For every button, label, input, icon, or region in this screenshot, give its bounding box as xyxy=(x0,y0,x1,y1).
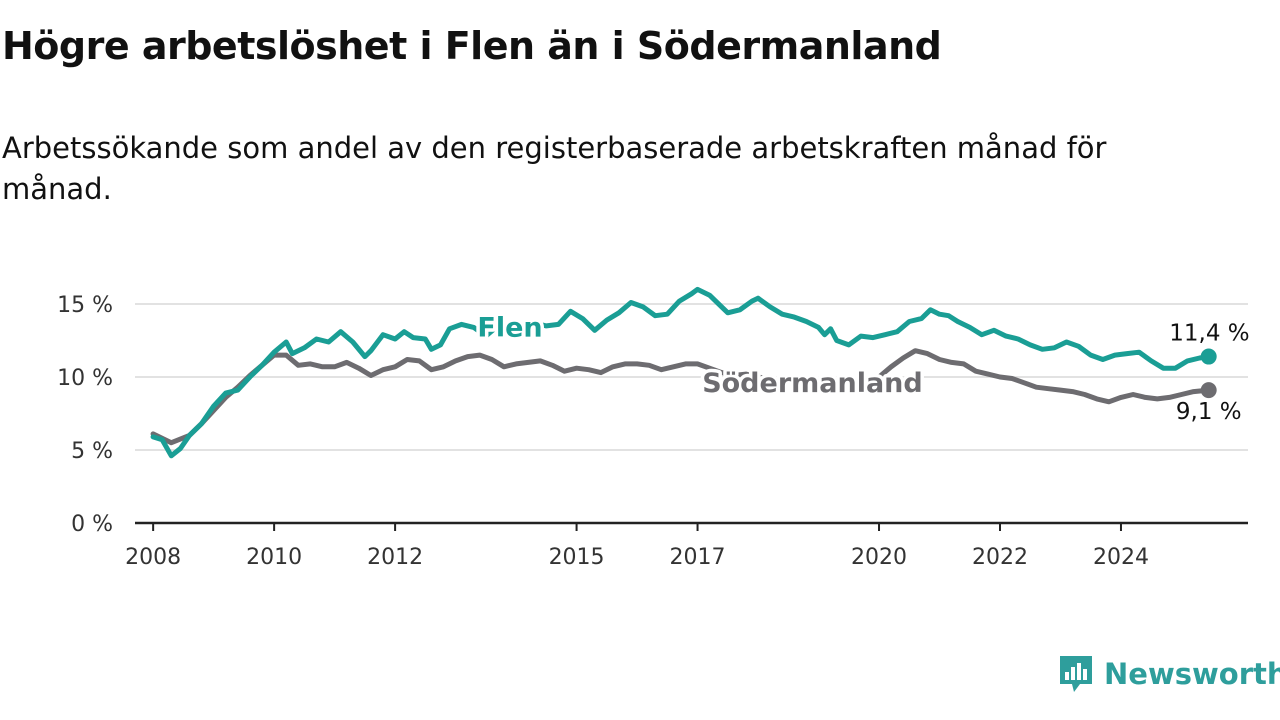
x-tick-label: 2017 xyxy=(670,545,726,570)
series-end-point xyxy=(1200,382,1217,399)
chart-series xyxy=(150,286,1217,459)
y-tick-label: 0 % xyxy=(71,512,113,537)
page-subtitle: Arbetssökande som andel av den registerb… xyxy=(2,131,1107,206)
newsworthy-logo-icon xyxy=(1060,656,1092,692)
y-tick-label: 5 % xyxy=(71,439,113,464)
x-tick-label: 2010 xyxy=(246,545,302,570)
x-tick-label: 2022 xyxy=(972,545,1028,570)
x-tick-label: 2012 xyxy=(367,545,423,570)
y-tick-label: 15 % xyxy=(57,293,113,318)
series-line-flen xyxy=(150,286,1212,459)
brand-name: Newsworthy xyxy=(1104,657,1280,691)
x-tick-label: 2020 xyxy=(851,545,907,570)
y-tick-label: 10 % xyxy=(57,366,113,391)
newsworthy-brand: Newsworthy xyxy=(1058,654,1280,694)
series-labels: Flen Södermanland 11,4 % 9,1 % xyxy=(474,309,1250,425)
x-tick-label: 2024 xyxy=(1093,545,1149,570)
series-end-point xyxy=(1200,348,1217,365)
x-axis: 2008 2010 2012 2015 2017 2020 2022 2024 xyxy=(125,521,1248,570)
chart-grid xyxy=(135,303,1248,451)
page-title: Högre arbetslöshet i Flen än i Södermanl… xyxy=(2,24,942,68)
y-axis-ticks: 0 % 5 % 10 % 15 % xyxy=(57,293,113,537)
x-tick-label: 2015 xyxy=(549,545,605,570)
end-label-sodermanland: 9,1 % xyxy=(1176,399,1242,425)
series-label-sodermanland: Södermanland xyxy=(702,368,923,399)
series-line-sdermanland xyxy=(150,348,1212,446)
series-label-flen: Flen xyxy=(477,312,542,343)
x-tick-label: 2008 xyxy=(125,545,181,570)
end-label-flen: 11,4 % xyxy=(1169,321,1249,347)
